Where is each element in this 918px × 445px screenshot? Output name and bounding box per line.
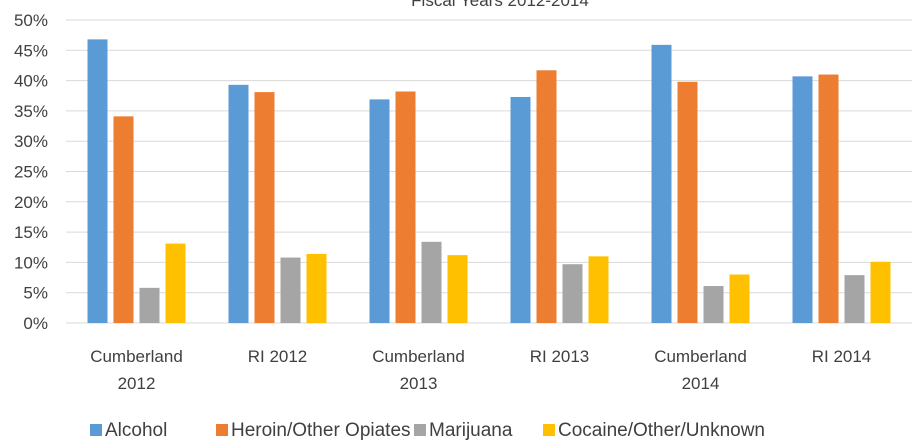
y-tick-label: 15% [14, 223, 48, 242]
bar-marijuana [139, 287, 160, 323]
y-tick-label: 40% [14, 72, 48, 91]
y-tick-label: 30% [14, 132, 48, 151]
y-tick-label: 10% [14, 253, 48, 272]
y-tick-label: 50% [14, 11, 48, 30]
y-tick-label: 35% [14, 102, 48, 121]
y-tick-label: 5% [23, 284, 48, 303]
legend-swatch [543, 424, 555, 436]
bar-heroin-other-opiates [395, 91, 416, 324]
legend-label: Marijuana [429, 420, 513, 440]
y-tick-label: 25% [14, 163, 48, 182]
bar-cocaine-other-unknown [165, 243, 186, 323]
bar-cocaine-other-unknown [447, 255, 468, 323]
x-tick-label: RI 2012 [248, 347, 308, 366]
bar-marijuana [844, 275, 865, 323]
x-tick-label: Cumberland 2013 [372, 347, 465, 393]
bar-alcohol [651, 44, 672, 323]
bar-heroin-other-opiates [536, 70, 557, 323]
x-axis-ticks: Cumberland 2012 RI 2012 Cumberland 2013 RI 20… [90, 347, 871, 393]
bar-alcohol [87, 39, 108, 323]
legend-label: Cocaine/Other/Unknown [558, 420, 765, 440]
legend-swatch [414, 424, 426, 436]
bar-cocaine-other-unknown [588, 256, 609, 323]
bar-marijuana [421, 241, 442, 323]
legend-swatch [216, 424, 228, 436]
y-tick-label: 20% [14, 193, 48, 212]
x-tick-label: Cumberland 2012 [90, 347, 183, 393]
bar-marijuana [562, 264, 583, 323]
bar-cocaine-other-unknown [729, 274, 750, 323]
bar-cocaine-other-unknown [306, 253, 327, 323]
bar-cocaine-other-unknown [870, 261, 891, 323]
x-tick-label: Cumberland 2014 [654, 347, 747, 393]
bars [87, 39, 891, 324]
bar-heroin-other-opiates [677, 81, 698, 323]
y-tick-label: 45% [14, 41, 48, 60]
bar-heroin-other-opiates [254, 92, 275, 323]
bar-heroin-other-opiates [818, 74, 839, 323]
bar-marijuana [703, 286, 724, 323]
y-tick-label: 0% [23, 314, 48, 333]
gridlines [66, 19, 912, 324]
bar-marijuana [280, 257, 301, 323]
legend-swatch [90, 424, 102, 436]
y-axis-ticks: 0% 5% 10% 15% 20% 25% 30% 35% 40% 45% 50% [14, 11, 48, 333]
bar-alcohol [510, 96, 531, 323]
x-tick-label: RI 2013 [530, 347, 590, 366]
x-tick-label: RI 2014 [812, 347, 872, 366]
bar-alcohol [792, 76, 813, 323]
bar-alcohol [228, 84, 249, 323]
legend: Alcohol Heroin/Other Opiates Marijuana Coca… [90, 420, 765, 441]
chart-title: Fiscal Years 2012-2014 [411, 0, 589, 10]
bar-alcohol [369, 99, 390, 323]
legend-label: Alcohol [105, 420, 167, 440]
bar-heroin-other-opiates [113, 116, 134, 323]
legend-label: Heroin/Other Opiates [231, 420, 411, 440]
